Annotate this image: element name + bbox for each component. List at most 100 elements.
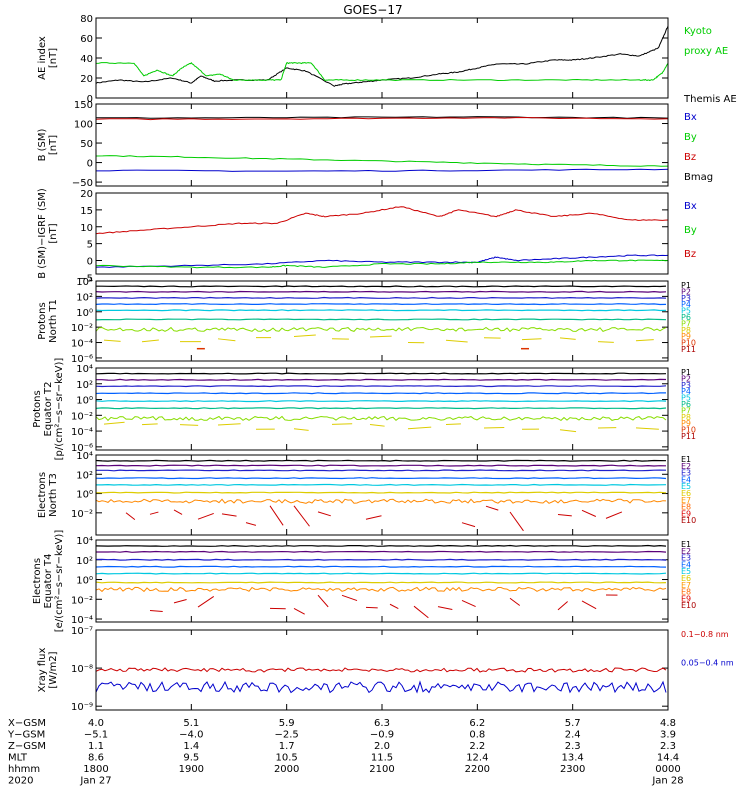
y-tick-label: 10⁻⁷	[71, 626, 93, 637]
series-0-05-0-4-nm	[96, 680, 667, 694]
series-e9	[461, 599, 476, 608]
legend-p7: P7	[681, 319, 691, 328]
legend-bx: Bx	[684, 112, 697, 123]
series-e9	[173, 598, 187, 604]
series-e5	[96, 483, 667, 486]
legend-e8: E8	[681, 588, 691, 597]
panel-pe: Protons Equator T2 [p/(cm²−s−sr−keV)] 10⁴10…	[32, 358, 696, 461]
x-row-value: 10.5	[276, 753, 298, 764]
series-e3	[96, 558, 667, 561]
x-row-value: 5.7	[565, 718, 581, 729]
panel-pn-series	[96, 285, 667, 350]
panel-bsm: B (SM) [nT] −50 0 50 100 150 Bx By Bz Bmag	[37, 100, 713, 189]
series-p8	[369, 424, 385, 427]
panel-bsm-series	[96, 116, 668, 172]
panel-en-ylabel: Electrons	[37, 472, 48, 518]
series-e3	[96, 469, 667, 472]
series-e4	[96, 477, 667, 480]
y-tick-label: 100	[74, 120, 93, 131]
series-e8	[96, 498, 667, 504]
x-row-value: 1.1	[88, 741, 104, 752]
x-row-value: 13.4	[562, 753, 584, 764]
panel-frame	[95, 192, 669, 275]
legend-e1: E1	[681, 455, 691, 464]
legend-e7: E7	[681, 496, 691, 505]
series-p2	[96, 378, 667, 381]
y-tick-label: 10⁴	[76, 451, 93, 462]
series-e9	[245, 522, 257, 526]
legend-p2: P2	[681, 287, 691, 296]
y-tick-label: 60	[80, 34, 93, 45]
panel-ee-ylabel: Electrons	[32, 558, 43, 604]
series-p8	[217, 338, 236, 342]
legend-e2: E2	[681, 462, 691, 471]
series-p8	[179, 424, 199, 426]
panel-frame	[95, 280, 669, 362]
legend-e1: E1	[681, 540, 691, 549]
legend-by: By	[684, 225, 697, 236]
legend-p5: P5	[681, 394, 691, 403]
legend-e3: E3	[681, 469, 691, 478]
panel-pe-ylabel: Equator T2	[43, 382, 54, 437]
series-e9	[413, 605, 429, 619]
x-row-label-1: Y−GSM	[7, 730, 45, 741]
panel-bigrf-ylabel: [nT]	[48, 223, 59, 243]
x-row-value: 6.2	[469, 718, 485, 729]
series-p1	[96, 372, 667, 375]
y-tick-label: 10⁻²	[71, 411, 93, 422]
y-tick-label: 10⁻⁹	[71, 702, 93, 713]
y-tick-label: 15	[80, 206, 93, 217]
y-tick-label: 10⁻⁶	[71, 443, 93, 454]
series-e9	[197, 596, 215, 608]
series-p3	[96, 296, 667, 299]
series-p8	[521, 338, 542, 341]
legend-e6: E6	[681, 489, 691, 498]
x-row-value: 0000	[655, 764, 680, 775]
series-themis-ae	[96, 25, 668, 87]
x-row-value: 1.4	[183, 741, 199, 752]
panel-frame	[95, 454, 669, 536]
legend-themis-ae: Themis AE	[683, 94, 737, 105]
legend-p1: P1	[681, 281, 691, 290]
x-row-value: 2.3	[660, 741, 676, 752]
panel-pn-ylabel: North T1	[48, 299, 59, 343]
panel-ee-ylabel: [e/(cm²−s−sr−keV)]	[54, 530, 65, 633]
panel-bigrf-series	[96, 206, 668, 269]
panel-ae-ylabel: [nT]	[48, 48, 59, 68]
x-row-label-2: Z−GSM	[8, 741, 46, 752]
panel-pe-series	[96, 372, 667, 433]
series-p8	[141, 339, 159, 343]
legend-p2: P2	[681, 374, 691, 383]
series-e2	[96, 464, 667, 467]
x-row-value: 12.4	[466, 753, 488, 764]
series-e9	[581, 600, 597, 610]
legend-p6: P6	[681, 313, 691, 322]
series-e9	[365, 515, 382, 520]
series-e2	[96, 550, 667, 553]
series-p8	[293, 334, 316, 338]
series-p8	[635, 339, 654, 342]
legend-by: By	[684, 132, 697, 143]
legend-e6: E6	[681, 574, 691, 583]
panel-xray-ylabel: Xray flux	[37, 648, 48, 693]
series-e1	[96, 544, 667, 547]
x-row-value: −5.1	[84, 730, 108, 741]
series-p4	[96, 303, 667, 306]
series-p8	[559, 337, 576, 340]
y-tick-label: 10⁻⁴	[71, 615, 93, 626]
series-p8	[369, 335, 392, 338]
series-e9	[269, 505, 284, 526]
legend-e4: E4	[681, 560, 691, 569]
series-e9	[293, 505, 310, 527]
y-tick-label: 5	[87, 240, 93, 251]
x-row-value: 5.1	[183, 718, 199, 729]
panel-en: Electrons North T3 10⁴ 10² 10⁰ 10⁻² E1E2E3E4E5…	[37, 451, 696, 536]
y-tick-label: 10⁻⁴	[71, 339, 93, 350]
series-0-1-0-8-nm	[96, 667, 667, 673]
series-p8	[331, 423, 353, 425]
series-e1	[96, 459, 667, 462]
y-tick-label: 10⁰	[76, 576, 93, 587]
series-bz	[96, 116, 668, 121]
panel-ee-series	[96, 544, 667, 619]
